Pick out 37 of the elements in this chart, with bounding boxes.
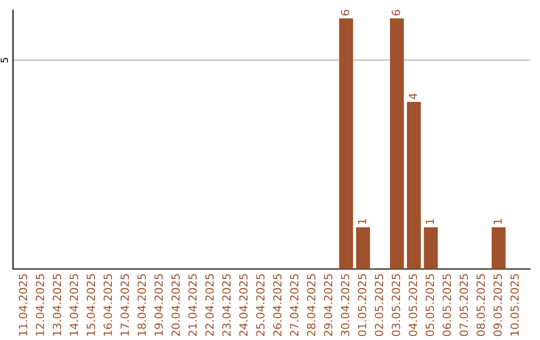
x-tick-label: 30.04.2025 <box>340 274 350 336</box>
data-label: 4 <box>408 93 417 100</box>
x-tick-label: 02.05.2025 <box>374 274 384 336</box>
x-tick-label: 25.04.2025 <box>256 274 265 336</box>
x-tick-label: 04.05.2025 <box>408 274 418 336</box>
x-tick-label: 29.04.2025 <box>324 274 332 336</box>
x-tick-label: 09.05.2025 <box>493 274 502 336</box>
x-tick-label: 22.04.2025 <box>205 274 214 336</box>
x-tick-label: 13.04.2025 <box>52 274 62 336</box>
x-tick-label: 11.04.2025 <box>18 274 28 336</box>
x-tick-label: 15.04.2025 <box>86 274 96 336</box>
x-tick-label: 05.05.2025 <box>426 274 434 336</box>
data-label: 6 <box>340 10 350 16</box>
x-tick-label: 12.04.2025 <box>36 274 44 336</box>
x-tick-label: 03.05.2025 <box>392 274 400 336</box>
x-tick-label: 23.04.2025 <box>222 274 231 336</box>
x-tick-label: 08.05.2025 <box>476 274 485 336</box>
x-tick-label: 28.04.2025 <box>307 274 316 336</box>
x-tick-label: 26.04.2025 <box>273 274 282 336</box>
data-label: 1 <box>358 219 366 224</box>
x-tick-label: 21.04.2025 <box>188 274 197 336</box>
data-label: 1 <box>494 219 502 224</box>
x-tick-label: 17.04.2025 <box>120 274 129 336</box>
ref-line-label: 5 <box>0 58 8 62</box>
x-tick-label: 10.05.2025 <box>510 274 519 336</box>
x-tick-label: 24.04.2025 <box>239 274 248 336</box>
x-tick-label: 14.04.2025 <box>70 274 78 336</box>
x-tick-label: 27.04.2025 <box>290 274 298 336</box>
data-label: 1 <box>426 219 434 224</box>
data-label: 6 <box>392 10 400 16</box>
x-tick-label: 01.05.2025 <box>358 274 366 336</box>
x-tick-label: 16.04.2025 <box>104 274 112 336</box>
x-tick-label: 06.05.2025 <box>442 274 452 336</box>
x-tick-label: 18.04.2025 <box>137 274 146 336</box>
x-tick-label: 07.05.2025 <box>460 274 468 336</box>
x-tick-label: 19.04.2025 <box>154 274 163 336</box>
x-tick-label: 20.04.2025 <box>171 274 180 336</box>
